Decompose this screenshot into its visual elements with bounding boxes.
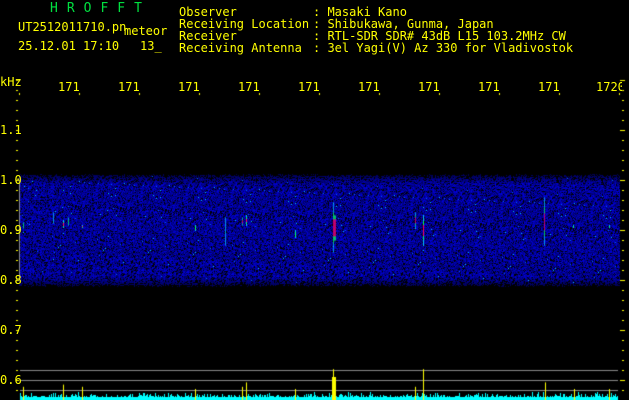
antenna-value: : 3el Yagi(V) Az 330 for Vladivostok <box>313 41 574 55</box>
y-axis-unit: kHz <box>0 75 22 89</box>
x-tick-label: 1712 <box>118 80 140 94</box>
echo-count: 13_ <box>140 39 162 53</box>
y-tick-label: 1.0 <box>0 173 22 187</box>
x-tick-label: 1714 <box>238 80 260 94</box>
x-tick-label: 1716 <box>358 80 380 94</box>
x-tick-label: 1713 <box>178 80 200 94</box>
location-value: : Shibukawa, Gunma, Japan <box>313 17 494 31</box>
antenna-label: Receiving Antenna <box>179 41 302 55</box>
mode-label: meteor <box>124 24 168 38</box>
observer-label: Observer <box>179 5 237 19</box>
y-tick-label: 0.8 <box>0 273 22 287</box>
info-panel: Observer : Masaki Kano Receiving Locatio… <box>0 0 573 108</box>
y-tick-label: 0.9 <box>0 223 22 237</box>
x-tick-label: 1718 <box>478 80 500 94</box>
location-label: Receiving Location <box>179 17 310 31</box>
x-tick-label: 1720 <box>596 80 622 94</box>
y-tick-label: 1.1 <box>0 123 22 137</box>
x-tick-label: 1719 <box>538 80 560 94</box>
observer-value: : Masaki Kano <box>313 5 407 19</box>
receiver-label: Receiver <box>179 29 237 43</box>
y-tick-label: 0.6 <box>0 373 22 387</box>
datetime: 25.12.01 17:10 <box>18 39 120 53</box>
file-name: UT2512011710.pn <box>18 20 127 34</box>
x-tick-label: 1717 <box>418 80 440 94</box>
x-tick-label: 1715 <box>298 80 320 94</box>
y-tick-label: 0.7 <box>0 323 22 337</box>
receiver-value: : RTL-SDR SDR# 43dB L15 103.2MHz CW <box>313 29 566 43</box>
app-title: HROFFT <box>50 1 151 16</box>
